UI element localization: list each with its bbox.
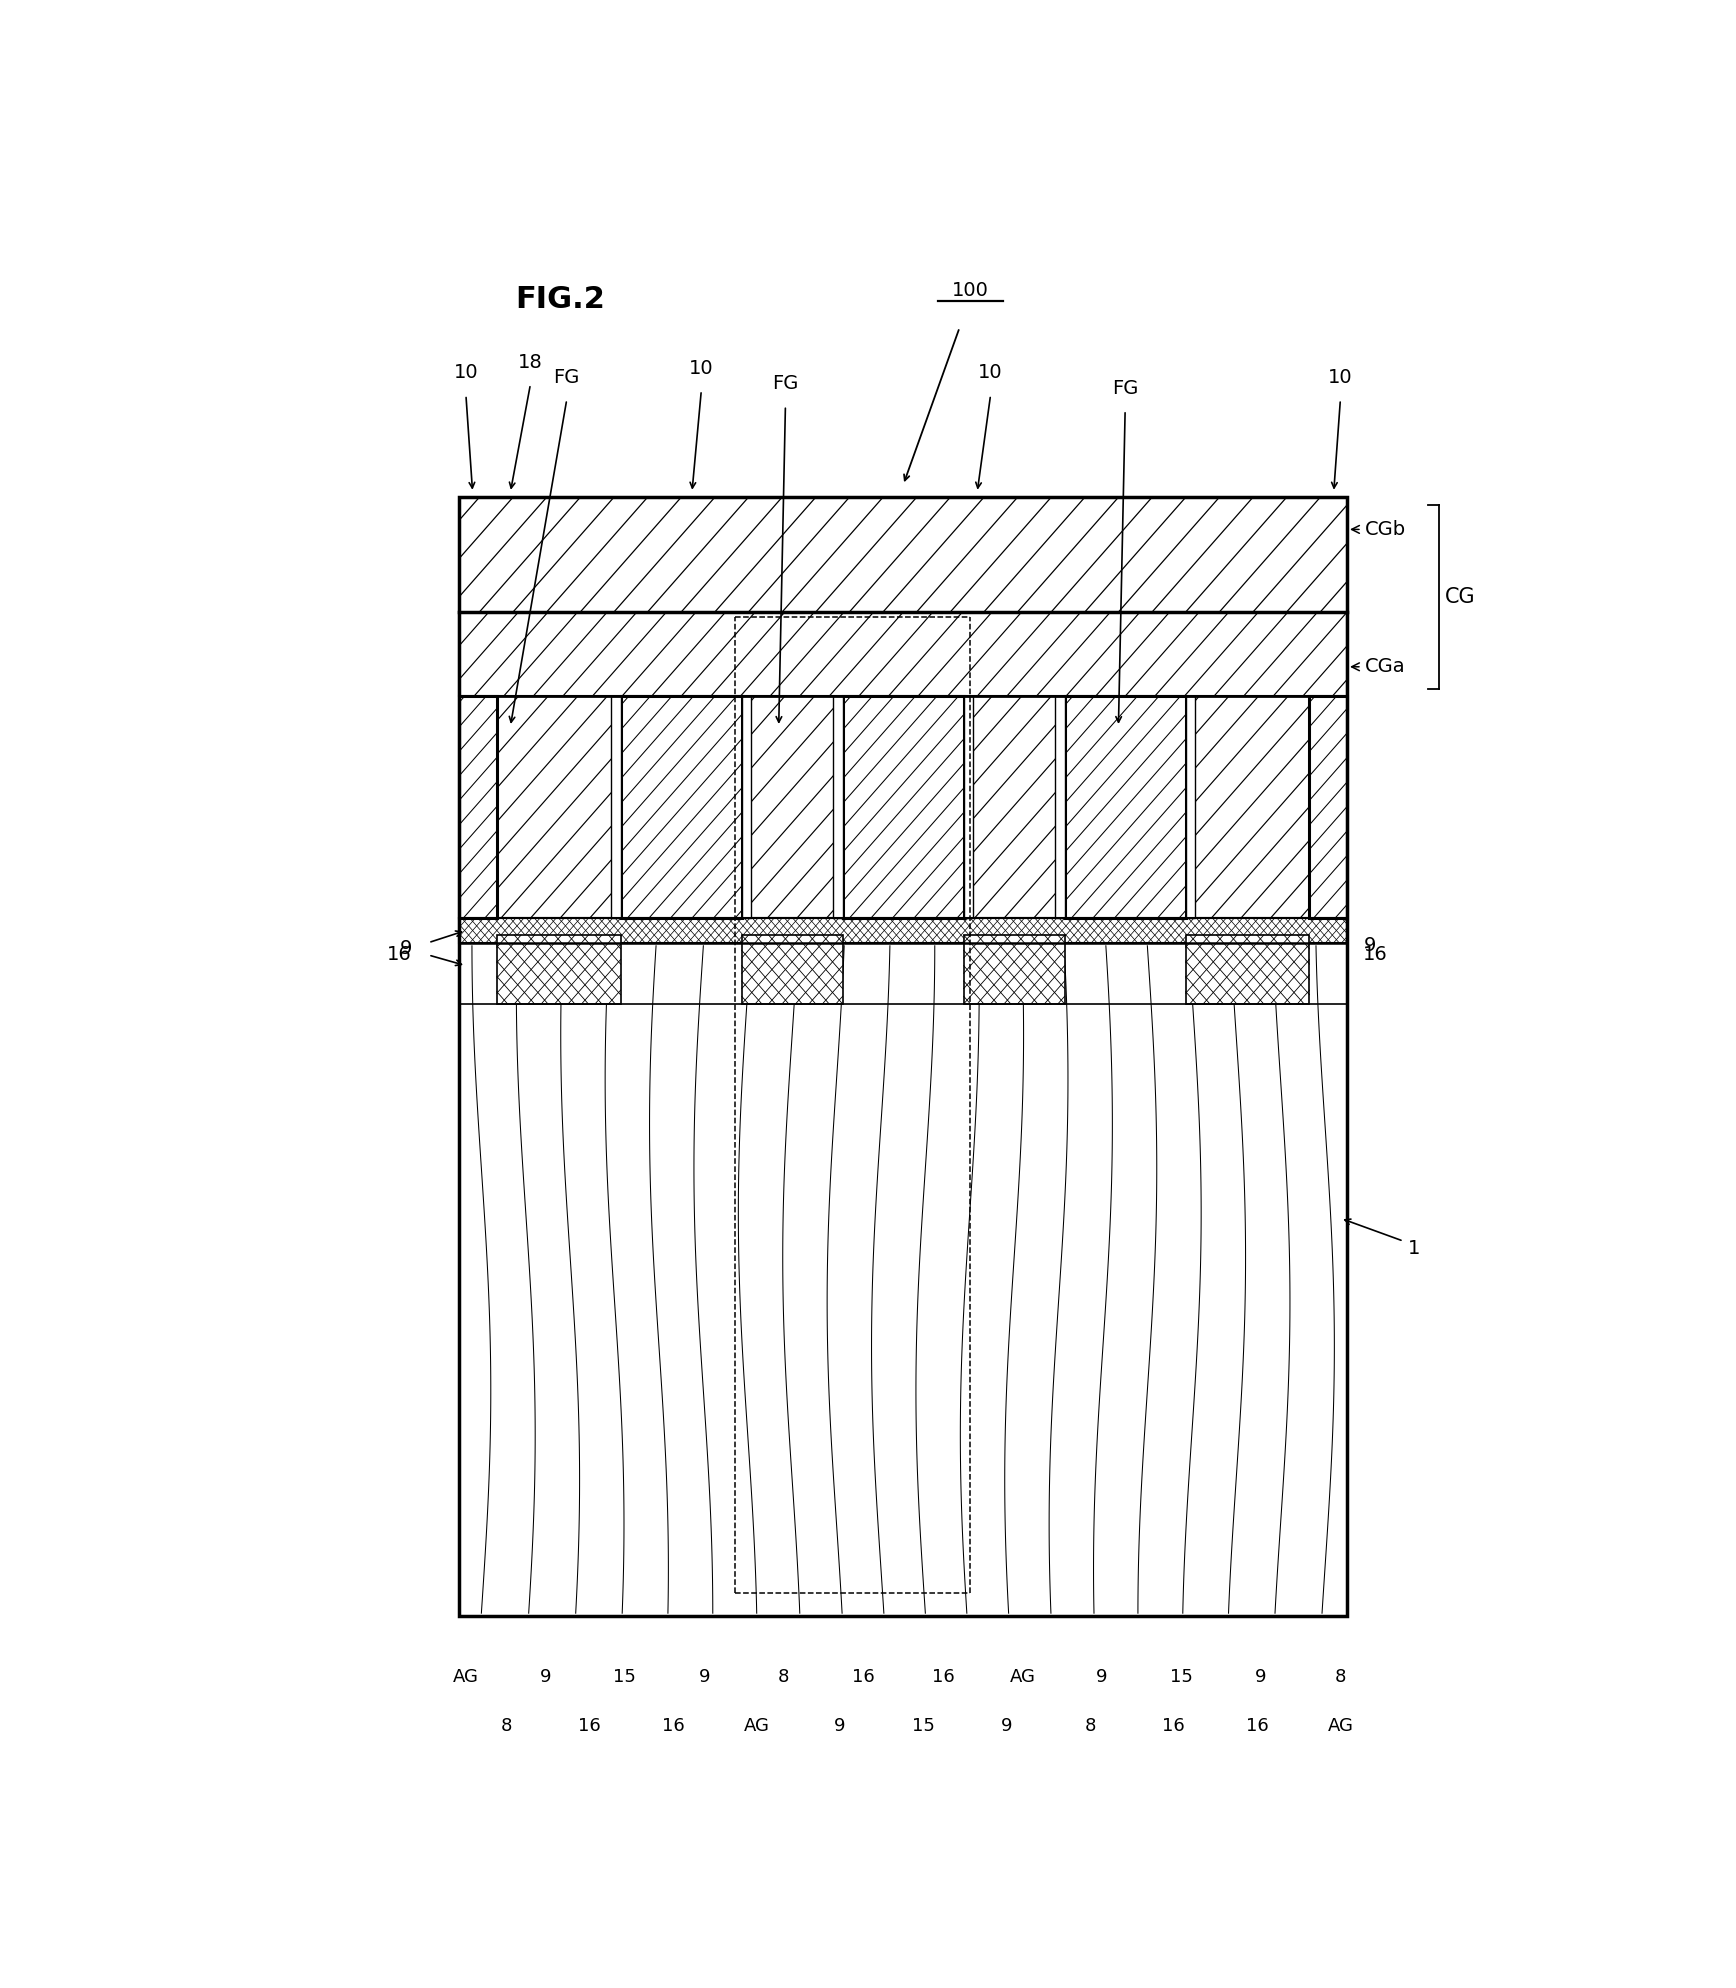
Text: 16: 16 (932, 1668, 955, 1686)
Bar (611, 696, 621, 918)
Text: CGa: CGa (1352, 658, 1404, 676)
Text: 18: 18 (517, 352, 543, 372)
Text: 8: 8 (1335, 1668, 1345, 1686)
Text: FG: FG (554, 368, 580, 388)
Text: 10: 10 (689, 360, 713, 378)
Text: AG: AG (1328, 1718, 1354, 1736)
Bar (458, 942, 1347, 1616)
Bar (458, 918, 1347, 942)
Bar (458, 612, 1347, 696)
Text: 9: 9 (399, 940, 411, 958)
Bar (621, 696, 741, 918)
Text: 10: 10 (1328, 368, 1352, 388)
Text: 16: 16 (1161, 1718, 1186, 1736)
Bar (458, 696, 496, 918)
Text: 8: 8 (778, 1668, 790, 1686)
Text: AG: AG (743, 1718, 769, 1736)
Text: 9: 9 (1255, 1668, 1267, 1686)
Bar (1064, 696, 1186, 918)
Bar (1055, 696, 1064, 918)
Text: 16: 16 (661, 1718, 684, 1736)
Text: 10: 10 (453, 364, 477, 382)
Text: 16: 16 (1246, 1718, 1269, 1736)
Text: AG: AG (1009, 1668, 1035, 1686)
Text: 9: 9 (698, 1668, 710, 1686)
Text: 9: 9 (1002, 1718, 1012, 1736)
Text: FG: FG (1113, 380, 1139, 398)
Text: 16: 16 (852, 1668, 875, 1686)
Bar (1309, 696, 1347, 918)
Text: 8: 8 (1085, 1718, 1095, 1736)
Bar (741, 696, 752, 918)
Text: 16: 16 (578, 1718, 601, 1736)
Bar (458, 696, 1347, 918)
Text: CG: CG (1446, 586, 1476, 606)
Bar (496, 934, 621, 1004)
Text: 1: 1 (1408, 1239, 1420, 1258)
Text: AG: AG (453, 1668, 479, 1686)
Bar (458, 497, 1347, 1616)
Text: 100: 100 (951, 280, 990, 300)
Text: 15: 15 (911, 1718, 934, 1736)
Text: 9: 9 (1363, 936, 1375, 956)
Text: 8: 8 (500, 1718, 512, 1736)
Text: CGb: CGb (1352, 521, 1406, 539)
Bar (458, 696, 496, 918)
Bar (1186, 696, 1194, 918)
Bar (1064, 696, 1186, 918)
Text: 9: 9 (540, 1668, 550, 1686)
Bar (963, 934, 1064, 1004)
Text: 9: 9 (835, 1718, 845, 1736)
Bar (1309, 696, 1347, 918)
Bar (458, 497, 1347, 612)
Bar (842, 696, 963, 918)
Bar (1186, 934, 1309, 1004)
Text: 15: 15 (613, 1668, 637, 1686)
Text: 15: 15 (1170, 1668, 1193, 1686)
Bar (621, 696, 741, 918)
Text: 9: 9 (1095, 1668, 1108, 1686)
Bar (833, 696, 842, 918)
Bar (842, 696, 963, 918)
Text: 16: 16 (1363, 946, 1389, 964)
Text: 10: 10 (979, 364, 1003, 382)
Text: FIG.2: FIG.2 (516, 286, 606, 314)
Text: FG: FG (773, 374, 799, 394)
Bar (741, 934, 842, 1004)
Text: 16: 16 (387, 946, 411, 964)
Bar (963, 696, 974, 918)
